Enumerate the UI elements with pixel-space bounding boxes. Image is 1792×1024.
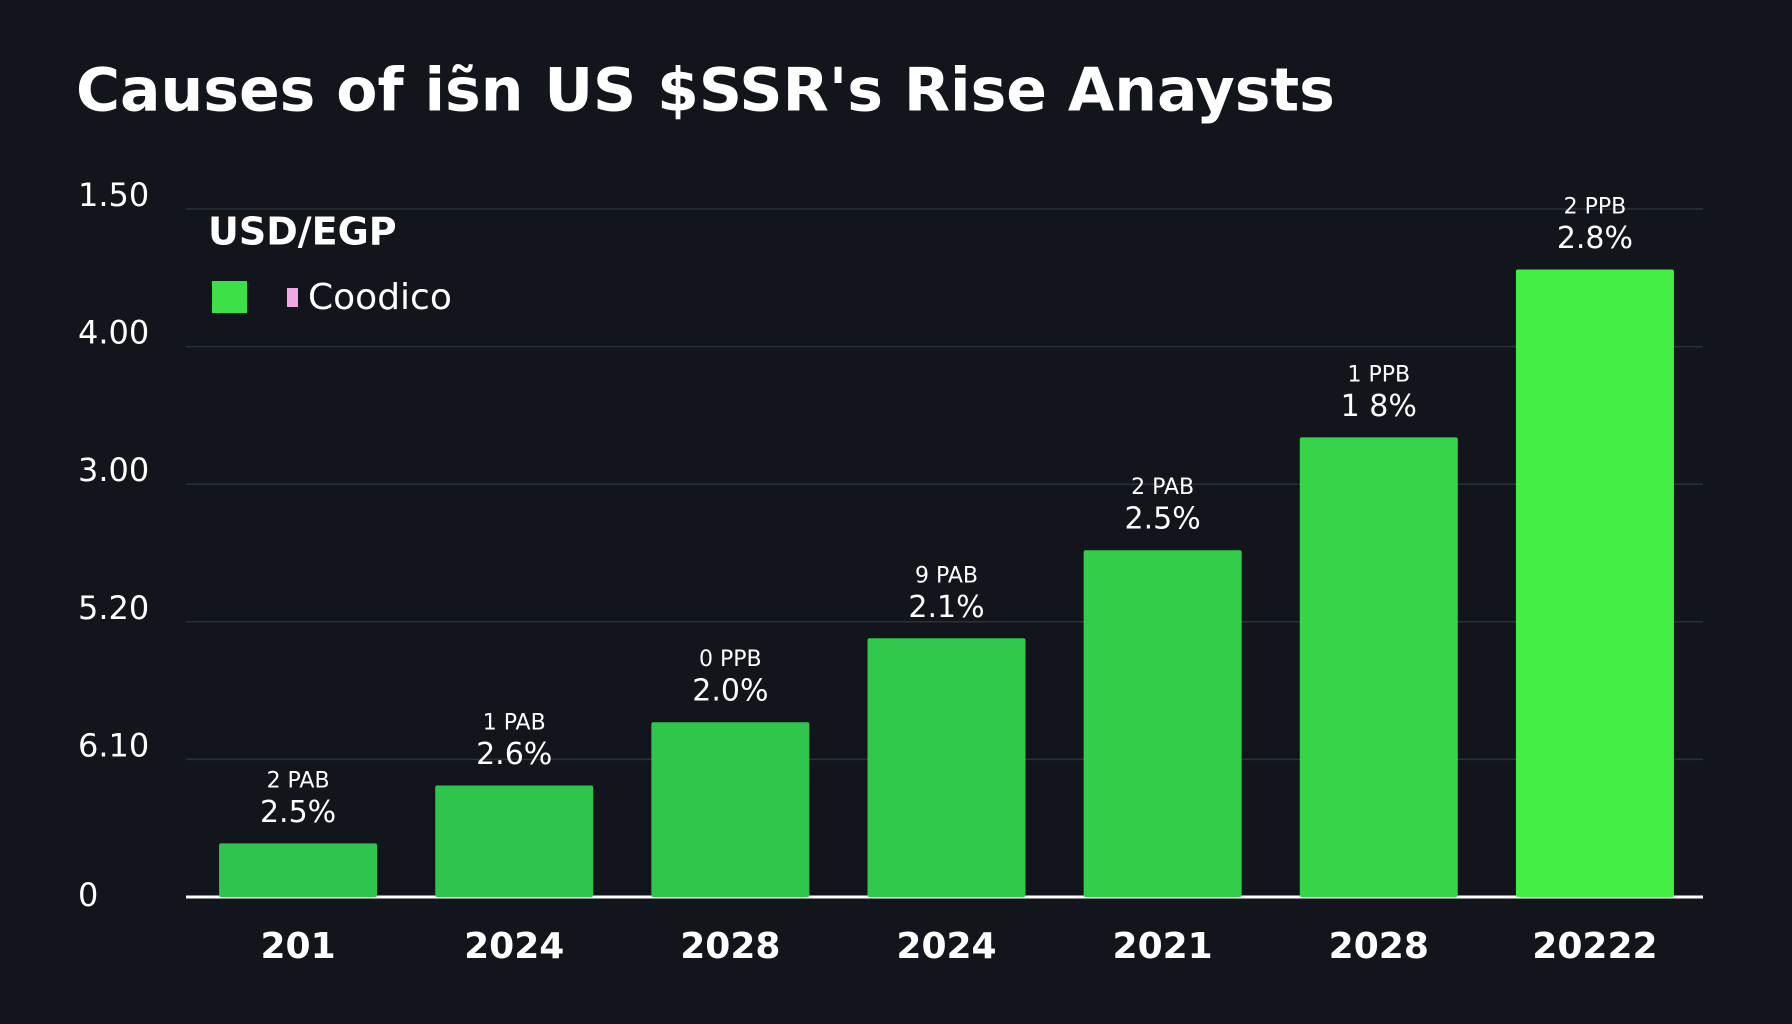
legend-title: USD/EGP	[208, 210, 397, 254]
x-tick-label: 2024	[896, 926, 996, 967]
legend-swatch	[212, 281, 247, 313]
chart-title: Causes of is̃n US $SSR's Rise Anaysts	[76, 56, 1335, 126]
annotation: 2 PAB	[1131, 475, 1194, 500]
y-tick-label: 5.20	[78, 589, 149, 627]
y-tick-label: 0	[78, 876, 98, 914]
annotation: 1 PPB	[1347, 362, 1410, 387]
annotation: 2.8%	[1557, 221, 1633, 256]
x-tick-label: 2028	[680, 926, 780, 967]
annotation: 0 PPB	[699, 647, 762, 672]
bar	[1083, 550, 1242, 897]
bar	[1299, 437, 1458, 897]
y-tick-label: 6.10	[78, 726, 149, 764]
x-tick-label: 20222	[1532, 926, 1657, 967]
x-tick-label: 2024	[464, 926, 564, 967]
annotation: 2.6%	[476, 737, 552, 772]
legend-label: Coodico	[308, 277, 452, 318]
annotation: 2.0%	[692, 674, 768, 709]
x-tick-label: 2021	[1113, 926, 1213, 967]
bar	[867, 638, 1026, 897]
bar	[435, 785, 594, 897]
annotation: 2.5%	[1125, 502, 1201, 537]
x-tick-label: 2028	[1329, 926, 1429, 967]
annotation: 1 PAB	[483, 711, 546, 736]
annotation: 2.5%	[260, 795, 336, 830]
annotation: 1 8%	[1341, 389, 1417, 424]
annotation: 2 PPB	[1564, 195, 1627, 220]
bar	[219, 843, 378, 897]
bar	[1515, 269, 1674, 897]
y-tick-label: 3.00	[78, 451, 149, 489]
annotation: 2.1%	[908, 590, 984, 625]
annotation: 2 PAB	[267, 768, 330, 793]
annotation: 9 PAB	[915, 563, 978, 588]
y-tick-label: 1.50	[78, 176, 149, 214]
bar	[651, 722, 810, 897]
y-tick-label: 4.00	[78, 314, 149, 352]
x-tick-label: 201	[260, 926, 335, 967]
legend-swatch	[287, 288, 298, 307]
